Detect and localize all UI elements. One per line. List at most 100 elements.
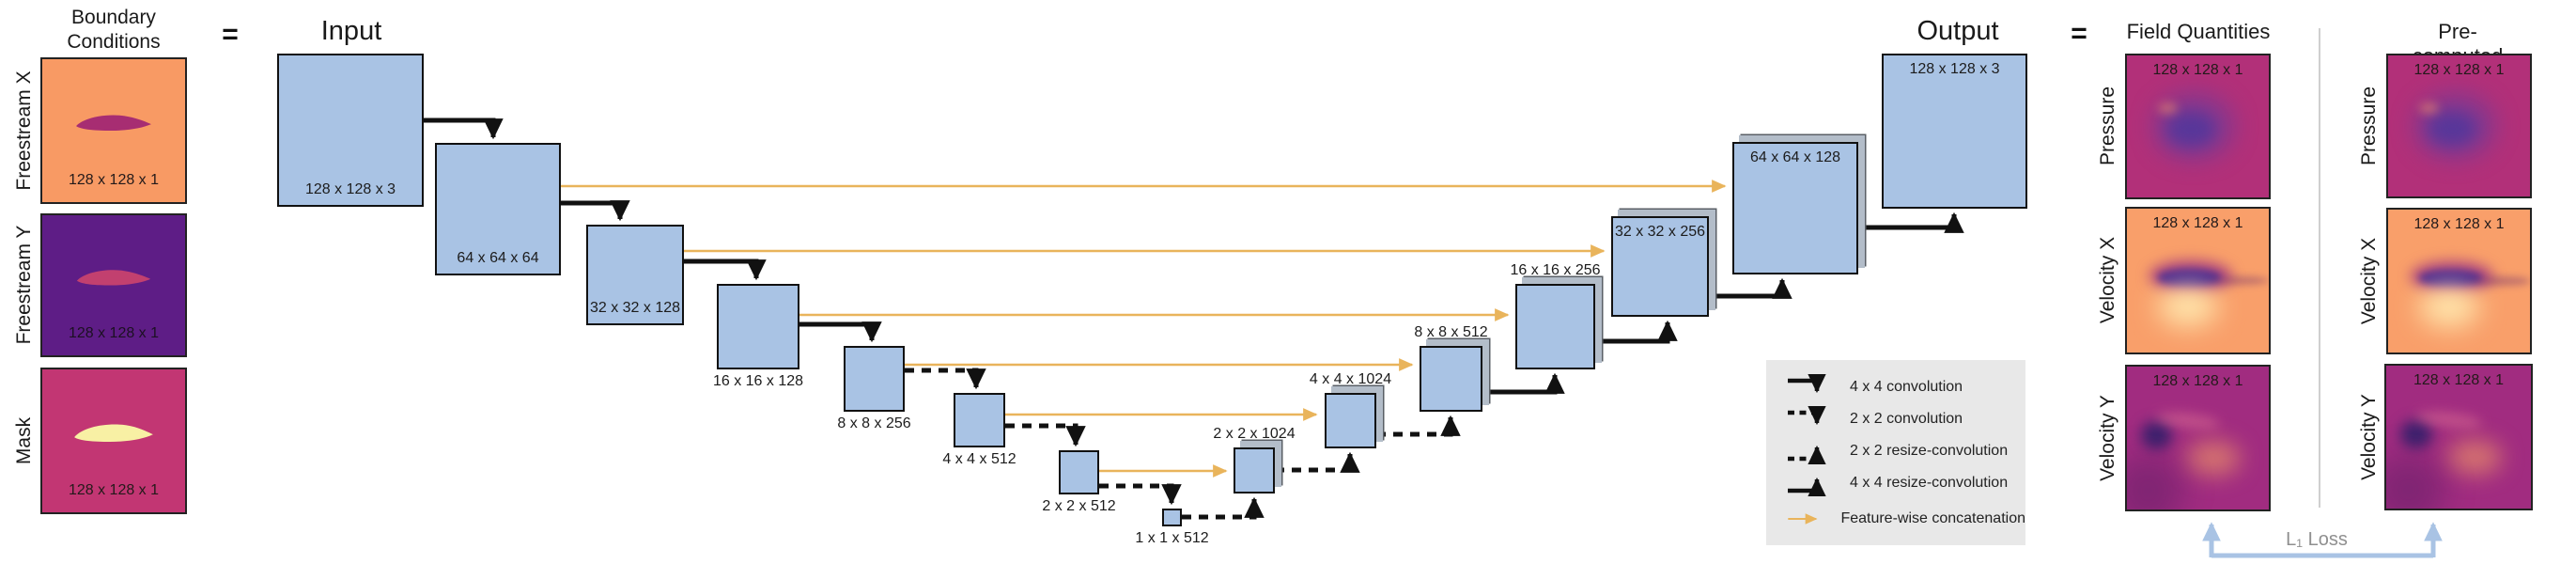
unet-block-input: 128 x 128 x 3 [277,54,424,207]
unet-block-enc-32: 32 x 32 x 128 [586,225,684,325]
mask-image: 128 x 128 x 1 [40,368,187,514]
image-size-label: 128 x 128 x 1 [68,482,160,498]
block-size-label: 2 x 2 x 512 [1042,498,1116,514]
vy-dark-blob [2400,419,2433,449]
block-size-label: 2 x 2 x 1024 [1213,426,1296,442]
pressure-glint [2158,102,2179,114]
field-pressure-label: Pressure [2097,86,2118,166]
field-pressure-image: 128 x 128 x 1 [2125,54,2271,199]
legend-item-conv-2x2: 2 x 2 convolution [1785,403,2025,435]
image-size-label: 128 x 128 x 1 [2152,373,2243,389]
resize-conv-2x2-icon [1788,445,1826,464]
pressure-core-blob [2428,112,2476,146]
pressure-glint [2419,102,2440,114]
target-velocity-x-image: 128 x 128 x 1 [2386,208,2532,354]
target-pressure-label: Pressure [2358,86,2380,166]
target-velocity-y-label: Velocity Y [2358,394,2380,480]
airfoil-shape [74,424,153,442]
image-size-label: 128 x 128 x 1 [2413,216,2505,232]
block-size-label: 4 x 4 x 1024 [1309,371,1392,387]
legend-item-conv-4x4: 4 x 4 convolution [1785,371,2025,403]
vy-shade [2127,455,2184,509]
legend-item-feature-concat: Feature-wise concatenation [1785,503,2025,535]
vy-shade [2386,454,2444,509]
block-size-label: 64 x 64 x 128 [1749,149,1841,165]
field-quantities-title: Field Quantities [2126,20,2271,43]
unet-block-enc-16: 16 x 16 x 128 [713,284,803,389]
airfoil-shape [76,115,151,131]
unet-block-enc-4: 4 x 4 x 512 [942,393,1016,467]
unet-block-output: 128 x 128 x 3 [1882,54,2027,209]
freestream-x-label: Freestream X [13,70,35,191]
output-title: Output [1916,16,1999,46]
unet-block-enc-64: 64 x 64 x 64 [435,143,561,275]
field-velocity-x-label: Velocity X [2097,236,2118,324]
conv-2x2-arrows [905,368,1182,506]
unet-block-dec-32: 32 x 32 x 256 [1611,216,1709,317]
unet-block-dec-4: 4 x 4 x 1024 [1310,371,1391,448]
input-title: Input [320,16,382,46]
l1-loss-label: L₁ Loss [2286,529,2348,550]
vx-wake-streak [2209,275,2269,286]
unet-block-enc-8: 8 x 8 x 256 [837,346,911,431]
vx-glow [2419,287,2479,327]
legend-label: 2 x 2 resize-convolution [1850,443,2009,459]
legend-item-resize-conv-4x4: 4 x 4 resize-convolution [1785,467,2025,499]
boundary-conditions-title: Boundary Conditions [67,7,161,54]
target-velocity-y-image: 128 x 128 x 1 [2384,364,2533,510]
freestream-y-label: Freestream Y [13,225,35,345]
block-size-label: 16 x 16 x 128 [712,373,804,389]
legend-label: Feature-wise concatenation [1840,510,2025,526]
unet-block-enc-2: 2 x 2 x 512 [1042,450,1116,514]
image-size-label: 128 x 128 x 1 [68,172,160,188]
mask-label: Mask [13,416,35,465]
image-size-label: 128 x 128 x 1 [2152,215,2243,231]
equals-sign-left: = [222,19,239,50]
block-size-label: 128 x 128 x 3 [1909,61,2000,77]
block-size-label: 8 x 8 x 256 [837,415,911,431]
image-size-label: 128 x 128 x 1 [2152,62,2243,78]
freestream-x-image: 128 x 128 x 1 [40,57,187,204]
freestream-y-image: 128 x 128 x 1 [40,213,187,357]
unet-block-dec-64: 64 x 64 x 128 [1732,142,1858,274]
vx-glow [2158,286,2218,327]
pressure-core-blob [2166,112,2215,147]
block-size-label: 32 x 32 x 128 [589,300,681,316]
unet-block-dec-2: 2 x 2 x 1024 [1213,426,1296,494]
legend-item-resize-conv-2x2: 2 x 2 resize-convolution [1785,435,2025,467]
equals-sign-right: = [2071,18,2087,49]
image-size-label: 128 x 128 x 1 [2413,372,2505,388]
unet-block-bottleneck-1: 1 x 1 x 512 [1135,509,1209,546]
image-size-label: 128 x 128 x 1 [2413,62,2505,78]
field-velocity-x-image: 128 x 128 x 1 [2125,207,2271,354]
vx-core [2158,269,2221,287]
block-size-label: 16 x 16 x 256 [1510,262,1601,278]
field-velocity-y-label: Velocity Y [2097,395,2118,481]
legend-box: 4 x 4 convolution 2 x 2 convolution 2 x … [1766,360,2025,545]
resize-conv-4x4-icon [1788,477,1826,496]
column-divider [2319,28,2320,508]
block-size-label: 8 x 8 x 512 [1414,324,1488,340]
unet-block-dec-8: 8 x 8 x 512 [1414,324,1488,412]
vx-wake-streak [2470,276,2530,286]
block-size-label: 128 x 128 x 3 [304,181,396,197]
conv-2x2-icon [1788,406,1826,426]
block-size-label: 32 x 32 x 256 [1614,224,1706,240]
target-pressure-image: 128 x 128 x 1 [2386,54,2532,198]
vy-warm-patch [2186,441,2241,476]
legend-label: 4 x 4 convolution [1850,379,1963,395]
conv-4x4-icon [1788,374,1826,394]
vy-warm-patch [2446,440,2503,475]
block-size-label: 4 x 4 x 512 [942,451,1016,467]
vy-dark-blob [2141,420,2173,450]
airfoil-shape [76,270,151,286]
legend-label: 2 x 2 convolution [1850,411,1963,427]
field-velocity-y-image: 128 x 128 x 1 [2125,365,2271,511]
block-size-label: 64 x 64 x 64 [457,250,539,266]
target-velocity-x-label: Velocity X [2358,237,2380,325]
image-size-label: 128 x 128 x 1 [68,325,160,341]
legend-label: 4 x 4 resize-convolution [1850,475,2009,491]
vx-core [2419,269,2482,288]
feature-concat-icon [1788,513,1818,525]
